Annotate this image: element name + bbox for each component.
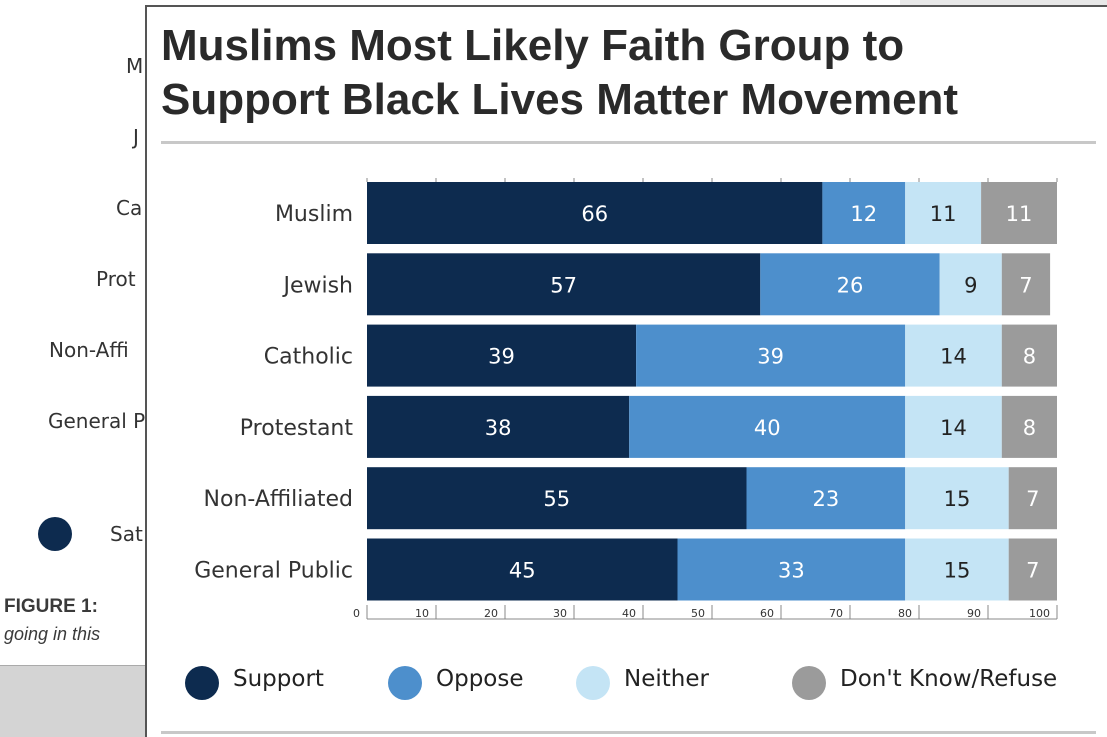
bg-label-2: J (133, 125, 139, 149)
value-label-neither-1: 9 (964, 273, 977, 297)
bar-oppose-0 (822, 182, 906, 244)
x-tick-label-40: 40 (622, 607, 636, 620)
bar-neither-0 (905, 182, 982, 244)
value-label-neither-5: 15 (944, 559, 971, 583)
bar-support-0 (367, 182, 823, 244)
bar-support-5 (367, 538, 678, 601)
category-label-2: Catholic (264, 345, 353, 370)
x-tick-label-90: 90 (967, 607, 981, 620)
bar-neither-3 (905, 395, 1002, 458)
value-label-support-0: 66 (581, 202, 608, 226)
value-label-dont-know-1: 7 (1019, 273, 1032, 297)
category-label-5: General Public (194, 559, 353, 584)
x-tick-label-60: 60 (760, 607, 774, 620)
value-label-dont-know-2: 8 (1023, 345, 1036, 369)
bar-dont-know-2 (1001, 324, 1057, 387)
value-label-neither-0: 11 (930, 202, 957, 226)
bar-oppose-2 (636, 324, 906, 387)
bar-neither-1 (939, 253, 1002, 316)
bar-neither-2 (905, 324, 1002, 387)
bg-figure-label: FIGURE 1: (4, 596, 98, 617)
bar-dont-know-0 (981, 182, 1057, 244)
value-label-oppose-4: 23 (812, 487, 839, 511)
legend-label-support: Support (233, 666, 324, 692)
legend-label-neither: Neither (624, 666, 709, 692)
chart-title: Muslims Most Likely Faith Group to Suppo… (161, 19, 1091, 127)
bg-label-4: Prot (96, 267, 136, 291)
value-label-oppose-1: 26 (837, 273, 864, 297)
value-label-support-2: 39 (488, 345, 515, 369)
bg-label-6: General P (48, 409, 146, 433)
value-label-dont-know-0: 11 (1006, 202, 1033, 226)
bg-legend-dot (38, 517, 72, 551)
value-label-neither-2: 14 (940, 345, 967, 369)
x-tick-label-20: 20 (484, 607, 498, 620)
bar-dont-know-3 (1001, 395, 1057, 458)
x-tick-label-0: 0 (353, 607, 360, 620)
value-label-support-3: 38 (485, 416, 512, 440)
chart-title-line-1: Muslims Most Likely Faith Group to (161, 21, 905, 70)
x-tick-label-10: 10 (415, 607, 429, 620)
chart-title-line-2: Support Black Lives Matter Movement (161, 75, 959, 124)
value-label-neither-3: 14 (940, 416, 967, 440)
bar-oppose-4 (746, 467, 906, 530)
x-tick-label-30: 30 (553, 607, 567, 620)
bg-label-5: Non-Affi (49, 338, 129, 362)
bar-support-2 (367, 324, 637, 387)
category-label-3: Protestant (240, 416, 354, 441)
value-label-oppose-5: 33 (778, 559, 805, 583)
value-label-neither-4: 15 (944, 487, 971, 511)
legend-marker-dont-know (792, 666, 826, 700)
bar-oppose-5 (677, 538, 906, 601)
legend-marker-neither (576, 666, 610, 700)
bg-label-1: M (126, 54, 144, 78)
x-tick-label-80: 80 (898, 607, 912, 620)
bar-support-4 (367, 467, 747, 530)
bar-dont-know-5 (1008, 538, 1057, 601)
bar-dont-know-4 (1008, 467, 1057, 530)
bar-support-3 (367, 395, 630, 458)
bar-neither-5 (905, 538, 1009, 601)
stacked-bar-chart: Muslim 66 12 11 11 Jewish 57 26 9 7 Catholic 39 39 14… (185, 178, 1058, 700)
value-label-dont-know-3: 8 (1023, 416, 1036, 440)
bg-label-3: Ca (116, 196, 143, 220)
legend-marker-support (185, 666, 219, 700)
value-label-dont-know-4: 7 (1026, 487, 1039, 511)
category-label-1: Jewish (281, 273, 353, 298)
bar-dont-know-1 (1001, 253, 1051, 316)
bg-legend-label: Sat (110, 522, 143, 546)
x-tick-label-70: 70 (829, 607, 843, 620)
value-label-oppose-3: 40 (754, 416, 781, 440)
x-tick-label-50: 50 (691, 607, 705, 620)
bottom-divider (161, 731, 1096, 734)
category-label-0: Muslim (275, 202, 353, 227)
value-label-support-5: 45 (509, 559, 536, 583)
chart-card: Muslims Most Likely Faith Group to Suppo… (145, 5, 1107, 737)
title-divider (161, 141, 1096, 144)
value-label-oppose-2: 39 (757, 345, 784, 369)
bar-oppose-3 (629, 395, 906, 458)
value-label-support-1: 57 (550, 273, 577, 297)
bar-neither-4 (905, 467, 1009, 530)
value-label-oppose-0: 12 (850, 202, 877, 226)
legend-label-oppose: Oppose (436, 666, 524, 692)
legend-label-dont-know: Don't Know/Refuse (840, 666, 1057, 692)
value-label-support-4: 55 (543, 487, 570, 511)
bar-support-1 (367, 253, 761, 316)
bar-oppose-1 (760, 253, 940, 316)
value-label-dont-know-5: 7 (1026, 559, 1039, 583)
category-label-4: Non-Affiliated (204, 487, 353, 512)
legend-marker-oppose (388, 666, 422, 700)
x-tick-label-100: 100 (1029, 607, 1050, 620)
bg-caption: going in this (4, 624, 101, 644)
